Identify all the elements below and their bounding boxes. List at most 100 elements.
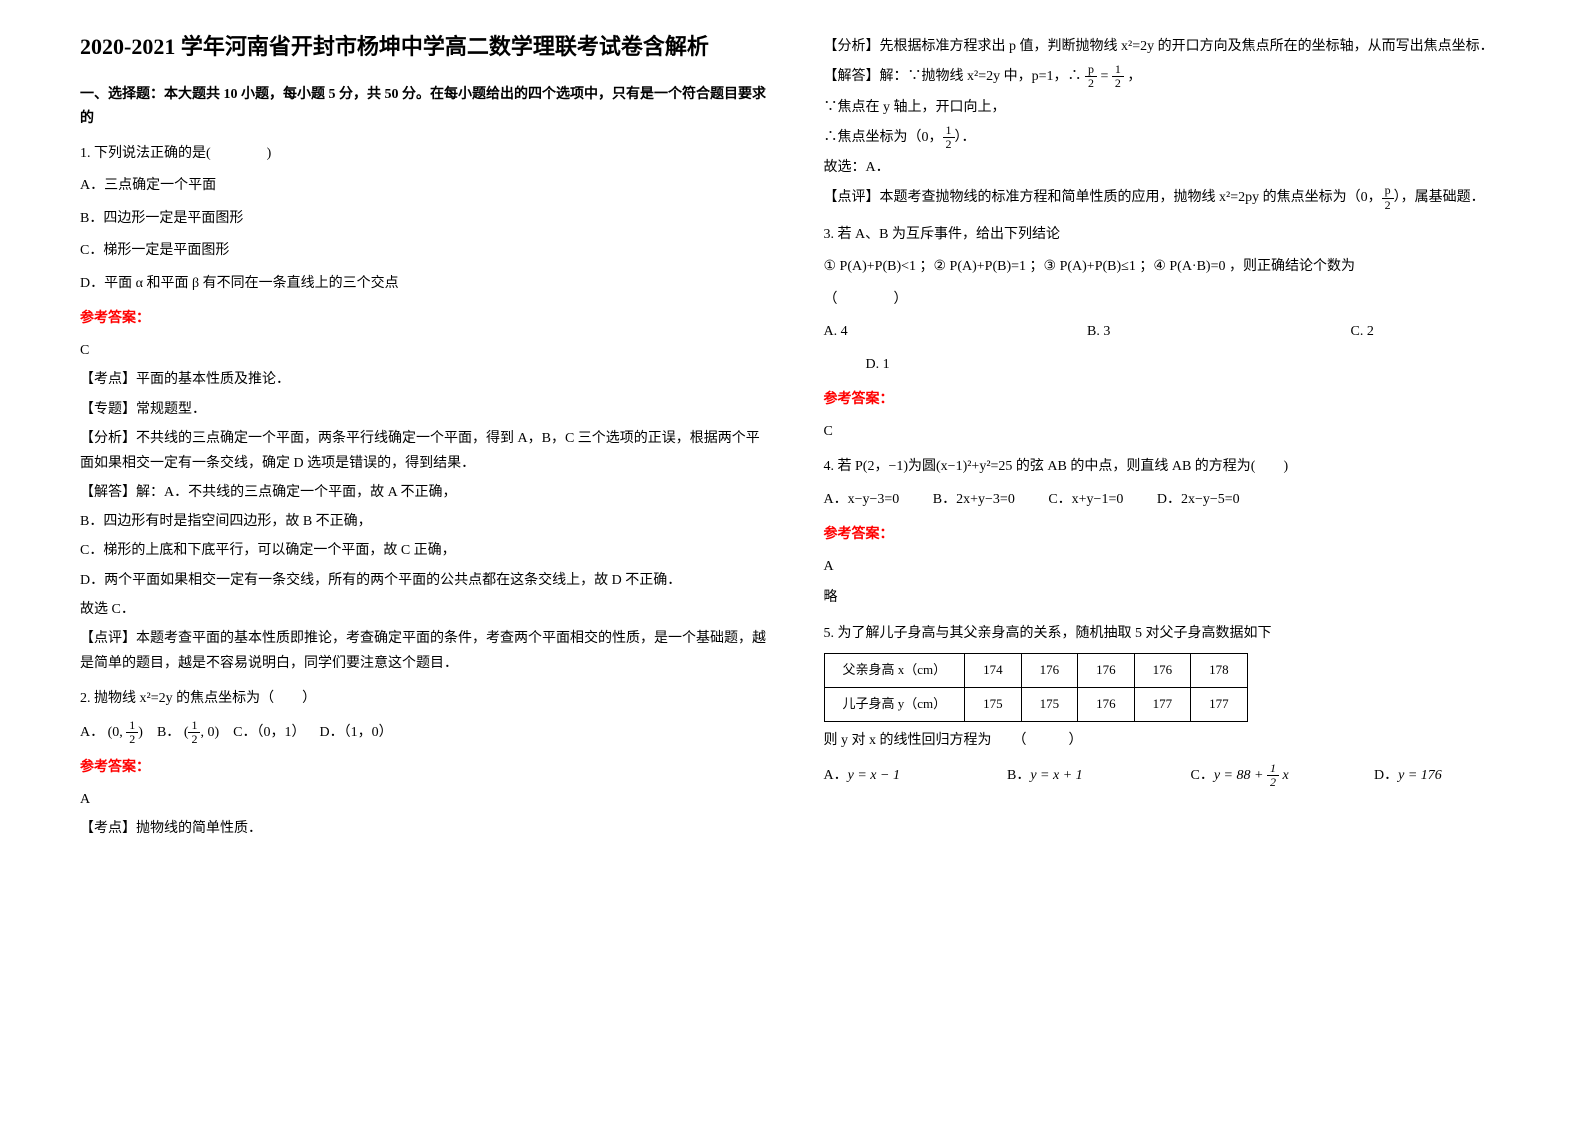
eq-left: y = 88 +: [1214, 768, 1267, 783]
q3-choices: A. 4 B. 3 C. 2: [824, 319, 1508, 346]
q1-exp-6: C．梯形的上底和下底平行，可以确定一个平面，故 C 正确，: [80, 538, 774, 563]
q2-opt-a-pre: A．: [80, 725, 104, 740]
q5-data-table: 父亲身高 x（cm） 174 176 176 176 178 儿子身高 y（cm…: [824, 653, 1248, 721]
q5-opt-c: C．y = 88 + 12 x: [1191, 762, 1371, 790]
cell: 176: [1078, 654, 1135, 688]
q3-answer-letter: C: [824, 419, 1508, 444]
q2-opt-b-close: , 0): [200, 725, 219, 740]
cell: 177: [1191, 687, 1248, 721]
q5-frac-c: 12: [1267, 762, 1279, 789]
table-row: 父亲身高 x（cm） 174 176 176 176 178: [824, 654, 1247, 688]
q3-answer-label: 参考答案：: [824, 387, 1508, 414]
q2-exp-4: ∵焦点在 y 轴上，开口向上，: [824, 95, 1508, 120]
frac-n: 1: [1267, 762, 1279, 776]
q2-stem: 2. 抛物线 x²=2y 的焦点坐标为（ ）: [80, 686, 774, 713]
q2-frac-12c: 12: [943, 124, 955, 151]
frac-d: 2: [126, 733, 138, 746]
q2-exp-1: 【考点】抛物线的简单性质．: [80, 816, 774, 841]
q1-opt-a: A．三点确定一个平面: [80, 173, 774, 200]
q2-opt-b-pre: B．: [157, 725, 180, 740]
q2-exp-2: 【分析】先根据标准方程求出 p 值，判断抛物线 x²=2y 的开口方向及焦点所在…: [824, 34, 1508, 59]
q1-exp-8: 故选 C．: [80, 597, 774, 622]
cell: 174: [965, 654, 1022, 688]
q4-answer-label: 参考答案：: [824, 522, 1508, 549]
opt-eq: y = 88 + 12 x: [1214, 768, 1289, 783]
q2-exp-3: 【解答】解：∵抛物线 x²=2y 中，p=1，∴ p2 = 12 ，: [824, 63, 1508, 90]
q2-opt-d: D．（1，0）: [320, 725, 393, 740]
q3-stem: 3. 若 A、B 为互斥事件，给出下列结论: [824, 222, 1508, 249]
q4-opt-b: B．2x+y−3=0: [933, 487, 1015, 514]
q5-reg-stem: 则 y 对 x 的线性回归方程为 （ ）: [824, 728, 1508, 755]
q2-opt-a-open: (0,: [108, 725, 127, 740]
frac-d: 2: [1112, 77, 1124, 90]
q2-exp-5-pre: ∴焦点坐标为（0，: [824, 130, 943, 145]
q4-opt-d: D．2x−y−5=0: [1157, 487, 1240, 514]
frac-n: 1: [188, 719, 200, 733]
opt-pre: D．: [1374, 768, 1398, 783]
q1-exp-5: B．四边形有时是指空间四边形，故 B 不正确，: [80, 509, 774, 534]
q4-opt-c: C．x+y−1=0: [1048, 487, 1123, 514]
q2-frac-p2b: p2: [1382, 184, 1394, 211]
q2-exp-6: 故选：A．: [824, 155, 1508, 180]
cell-x-label: 父亲身高 x（cm）: [824, 654, 965, 688]
q1-opt-d: D．平面 α 和平面 β 有不同在一条直线上的三个交点: [80, 271, 774, 298]
q4-note: 略: [824, 585, 1508, 610]
frac-n: 1: [126, 719, 138, 733]
frac-n: p: [1085, 63, 1097, 77]
q5-stem: 5. 为了解儿子身高与其父亲身高的关系，随机抽取 5 对父子身高数据如下: [824, 621, 1508, 648]
q1-answer-letter: C: [80, 338, 774, 363]
q4-stem: 4. 若 P(2，−1)为圆(x−1)²+y²=25 的弦 AB 的中点，则直线…: [824, 454, 1508, 481]
q2-frac-a: 12: [126, 719, 138, 746]
q1-opt-c: C．梯形一定是平面图形: [80, 238, 774, 265]
q4-answer-letter: A: [824, 554, 1508, 579]
opt-eq: y = x − 1: [848, 768, 900, 783]
q1-exp-9: 【点评】本题考查平面的基本性质即推论，考查确定平面的条件，考查两个平面相交的性质…: [80, 626, 774, 676]
q2-exp-3-mid: =: [1101, 69, 1112, 84]
q2-frac-12b: 12: [1112, 63, 1124, 90]
q3-opt-b: B. 3: [1087, 319, 1347, 346]
opt-eq: y = 176: [1398, 768, 1442, 783]
q2-options: A． (0, 12) B． (12, 0) C．（0，1） D．（1，0）: [80, 719, 774, 747]
q2-exp-5-post: ）．: [955, 130, 976, 145]
frac-n: 1: [943, 124, 955, 138]
exam-title: 2020-2021 学年河南省开封市杨坤中学高二数学理联考试卷含解析: [80, 30, 774, 63]
q3-opt-d-row: D. 1: [824, 352, 1508, 379]
cell: 175: [965, 687, 1022, 721]
q4-options: A．x−y−3=0 B．2x+y−3=0 C．x+y−1=0 D．2x−y−5=…: [824, 487, 1508, 514]
cell: 177: [1134, 687, 1191, 721]
q1-exp-3: 【分析】不共线的三点确定一个平面，两条平行线确定一个平面，得到 A，B，C 三个…: [80, 426, 774, 476]
frac-d: 2: [188, 733, 200, 746]
q1-stem: 1. 下列说法正确的是( ): [80, 141, 774, 168]
frac-d: 2: [1267, 776, 1279, 789]
q5-opt-a: A．y = x − 1: [824, 763, 1004, 790]
q5-choices: A．y = x − 1 B．y = x + 1 C．y = 88 + 12 x …: [824, 762, 1508, 790]
q4-opt-a: A．x−y−3=0: [824, 487, 900, 514]
section-1-heading: 一、选择题：本大题共 10 小题，每小题 5 分，共 50 分。在每小题给出的四…: [80, 83, 774, 131]
q1-exp-7: D．两个平面如果相交一定有一条交线，所有的两个平面的公共点都在这条交线上，故 D…: [80, 568, 774, 593]
opt-pre: A．: [824, 768, 848, 783]
cell: 176: [1134, 654, 1191, 688]
q1-exp-1: 【考点】平面的基本性质及推论．: [80, 367, 774, 392]
q3-opt-c: C. 2: [1351, 324, 1374, 339]
q2-frac-b: 12: [188, 719, 200, 746]
q2-exp-3-post: ，: [1127, 69, 1141, 84]
q2-exp-7: 【点评】本题考查抛物线的标准方程和简单性质的应用，抛物线 x²=2py 的焦点坐…: [824, 184, 1508, 211]
frac-d: 2: [1085, 77, 1097, 90]
opt-pre: C．: [1191, 768, 1214, 783]
cell-y-label: 儿子身高 y（cm）: [824, 687, 965, 721]
cell: 176: [1078, 687, 1135, 721]
q2-exp-5: ∴焦点坐标为（0，12）．: [824, 124, 1508, 151]
frac-d: 2: [943, 138, 955, 151]
opt-pre: B．: [1007, 768, 1030, 783]
opt-eq: y = x + 1: [1030, 768, 1082, 783]
q2-opt-c: C．（0，1）: [233, 725, 305, 740]
q1-exp-2: 【专题】常规题型．: [80, 397, 774, 422]
q3-options-inline: ① P(A)+P(B)<1 ；② P(A)+P(B)=1 ；③ P(A)+P(B…: [824, 254, 1508, 281]
q3-opt-a: A. 4: [824, 319, 1084, 346]
q2-exp-7-post: ），属基础题．: [1394, 190, 1485, 205]
q2-frac-p2: p2: [1085, 63, 1097, 90]
q2-answer-letter: A: [80, 787, 774, 812]
q1-exp-4: 【解答】解：A．不共线的三点确定一个平面，故 A 不正确，: [80, 480, 774, 505]
eq-right: x: [1279, 768, 1289, 783]
q2-exp-7-pre: 【点评】本题考查抛物线的标准方程和简单性质的应用，抛物线 x²=2py 的焦点坐…: [824, 190, 1382, 205]
